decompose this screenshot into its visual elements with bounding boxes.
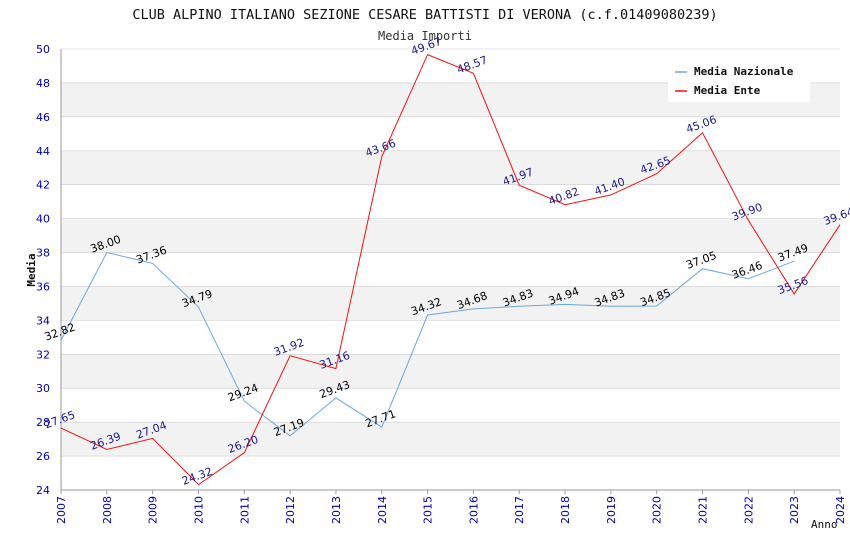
x-tick-label: 2022: [742, 496, 755, 524]
legend: Media Nazionale Media Ente: [668, 60, 810, 102]
y-tick-label: 24: [36, 484, 50, 497]
x-tick-label: 2024: [834, 496, 847, 524]
chart-title: CLUB ALPINO ITALIANO SEZIONE CESARE BATT…: [132, 7, 717, 23]
y-tick-label: 34: [36, 314, 50, 327]
legend-box: [668, 60, 810, 102]
y-tick-label: 36: [36, 280, 50, 293]
y-tick-label: 32: [36, 348, 50, 361]
series-line-media-ente: [60, 53, 841, 486]
y-tick-label: 38: [36, 247, 50, 260]
y-tick-label: 44: [36, 145, 50, 158]
x-tick-label: 2020: [651, 496, 664, 524]
series-lines: [60, 53, 841, 486]
x-tick-label: 2016: [467, 496, 480, 524]
y-tick-label: 28: [36, 416, 50, 429]
y-tick-label: 30: [36, 382, 50, 395]
y-tick-label: 48: [36, 77, 50, 90]
x-tick-label: 2021: [697, 496, 710, 524]
x-tick-label: 2007: [55, 496, 68, 524]
y-tick-label: 46: [36, 111, 50, 124]
chart-subtitle: Media Importi: [378, 29, 472, 43]
x-tick-label: 2012: [284, 496, 297, 524]
x-tick-label: 2013: [330, 496, 343, 524]
y-tick-label: 42: [36, 179, 50, 192]
x-tick-label: 2023: [788, 496, 801, 524]
x-tick-label: 2011: [238, 496, 251, 524]
x-tick-label: 2018: [559, 496, 572, 524]
grid-band: [61, 354, 840, 389]
x-tick-label: 2010: [192, 496, 205, 524]
grid-band: [61, 218, 840, 253]
background-bands: [61, 82, 840, 457]
x-tick-label: 2015: [422, 496, 435, 524]
grid-band: [61, 150, 840, 185]
x-tick-label: 2019: [605, 496, 618, 524]
legend-label-media-ente: Media Ente: [694, 84, 761, 97]
x-axis-title: Anno: [811, 518, 838, 531]
y-tick-label: 40: [36, 213, 50, 226]
data-label: 24.32: [180, 465, 214, 488]
x-tick-label: 2017: [513, 496, 526, 524]
grid-band: [61, 286, 840, 321]
tick-labels: 24 26 28 30 32 34 36 38 40 42 44 46 48 50 2007 2008 2009…: [36, 43, 847, 524]
x-tick-label: 2008: [101, 496, 114, 524]
grid-lines: [61, 48, 840, 491]
legend-label-media-nazionale: Media Nazionale: [694, 65, 794, 78]
y-axis-title: Media: [25, 253, 38, 286]
series-line-media-nazionale: [60, 251, 795, 437]
x-tick-label: 2009: [147, 496, 160, 524]
axes: [60, 49, 841, 494]
grid-band: [61, 422, 840, 457]
y-tick-label: 26: [36, 450, 50, 463]
x-tick-label: 2014: [376, 496, 389, 524]
y-tick-label: 50: [36, 43, 50, 56]
